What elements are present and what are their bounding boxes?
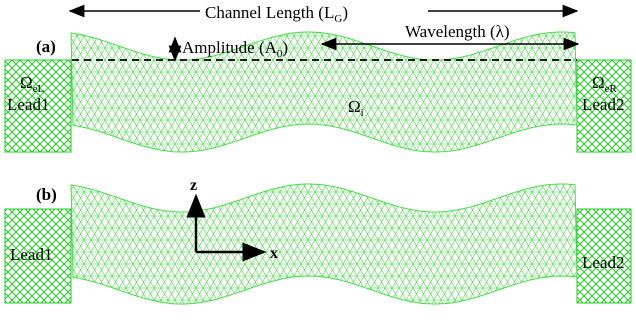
channel-mesh-a (70, 31, 578, 153)
lead-left-region-b (4, 208, 72, 304)
lead2-label-a: Lead2 (582, 95, 624, 114)
axis-z-label: z (190, 177, 197, 194)
lead1-label-b: Lead1 (10, 245, 52, 264)
omega-el-label: ΩeL (20, 73, 45, 95)
coordinate-axes: z x (186, 177, 278, 262)
lead2-label-b: Lead2 (582, 253, 624, 272)
lead-right-region-b (576, 208, 632, 304)
omega-er-label: ΩeR (592, 73, 618, 95)
amplitude-label: Amplitude (A0) (182, 38, 288, 60)
panel-b-label: (b) (36, 185, 57, 204)
panel-a-label: (a) (36, 37, 56, 56)
panel-a (4, 31, 632, 153)
omega-inner-label: Ωi (348, 97, 364, 119)
wavelength-label: Wavelength (λ) (405, 22, 510, 41)
lead-left-region-a (4, 59, 72, 153)
panel-b (4, 183, 632, 305)
channel-mesh-b (70, 183, 578, 305)
lead1-label-a: Lead1 (7, 95, 49, 114)
channel-length-label: Channel Length (LG) (205, 3, 348, 25)
lead-right-region-a (576, 59, 632, 153)
axis-x-label: x (270, 245, 278, 262)
